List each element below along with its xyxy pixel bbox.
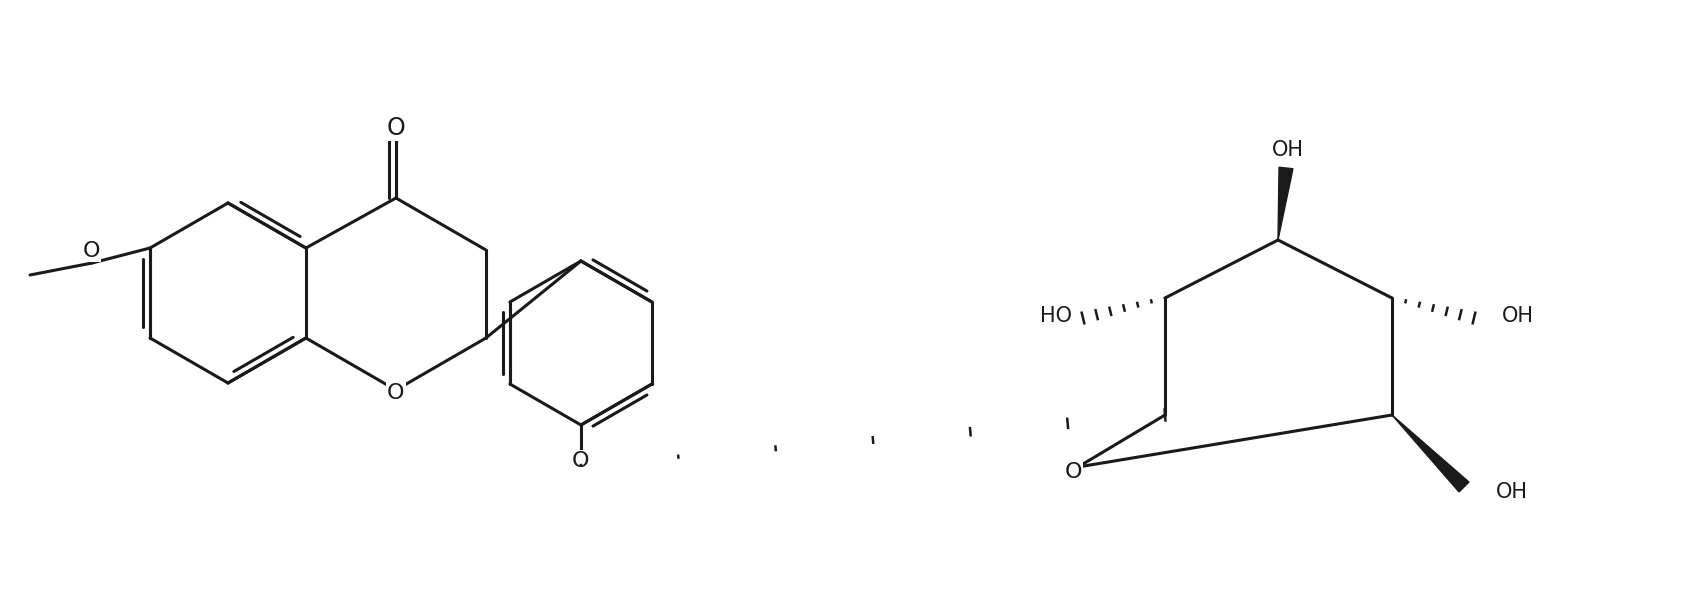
- Text: O: O: [387, 383, 405, 403]
- Text: HO: HO: [1040, 306, 1072, 326]
- Polygon shape: [1393, 415, 1469, 492]
- Text: OH: OH: [1502, 306, 1534, 326]
- Text: O: O: [1063, 462, 1082, 482]
- Text: OH: OH: [1496, 482, 1528, 502]
- Text: O: O: [572, 451, 589, 471]
- Polygon shape: [1278, 167, 1293, 240]
- Text: OH: OH: [1273, 140, 1305, 160]
- Text: O: O: [387, 116, 405, 140]
- Text: O: O: [83, 241, 100, 261]
